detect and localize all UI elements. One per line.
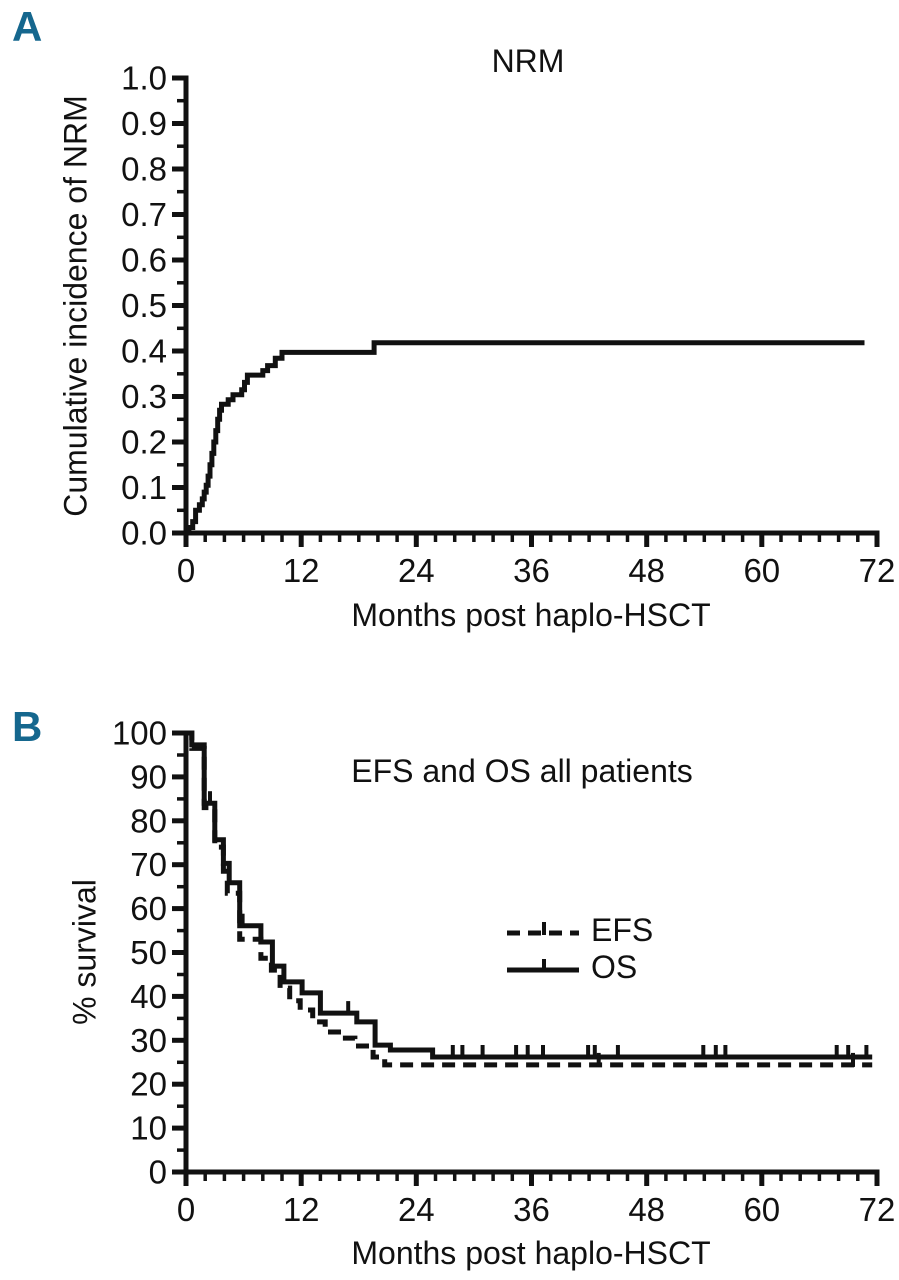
- panel-a-y-axis-label: Cumulative incidence of NRM: [57, 95, 94, 517]
- panel-b-title: EFS and OS all patients: [351, 753, 693, 789]
- y-tick-label: 0.2: [121, 424, 167, 461]
- y-tick-label: 50: [130, 934, 167, 971]
- x-tick-label: 36: [513, 1191, 550, 1228]
- y-tick-label: 0.1: [121, 469, 167, 506]
- y-tick-label: 70: [130, 846, 167, 883]
- y-tick-label: 0.6: [121, 242, 167, 279]
- y-tick-label: 60: [130, 890, 167, 927]
- legend-label-efs: EFS: [591, 912, 654, 948]
- y-tick-label: 20: [130, 1066, 167, 1103]
- panel-a-label: A: [12, 3, 43, 50]
- y-tick-label: 0.4: [121, 333, 167, 370]
- x-tick-label: 24: [398, 1191, 435, 1228]
- panel-b-label: B: [12, 703, 43, 750]
- x-tick-label: 48: [628, 1191, 665, 1228]
- y-tick-label: 1.0: [121, 60, 167, 97]
- nrm-curve: [186, 340, 865, 536]
- panel-a-x-axis-label: Months post haplo-HSCT: [351, 597, 711, 633]
- x-tick-label: 60: [743, 552, 780, 589]
- y-tick-label: 30: [130, 1022, 167, 1059]
- x-tick-label: 0: [177, 1191, 195, 1228]
- panel-a-plot: 0 12 24 36 48 60 72 0.0 0.1 0.2 0.3 0.4 0.5 0.6 0.7 0.8…: [121, 60, 895, 590]
- y-tick-label: 40: [130, 978, 167, 1015]
- y-tick-label: 0.7: [121, 196, 167, 233]
- x-tick-label: 12: [283, 1191, 320, 1228]
- panel-b-x-axis-label: Months post haplo-HSCT: [351, 1235, 711, 1271]
- y-tick-label: 100: [112, 715, 167, 752]
- os-solid-line-icon: [507, 959, 579, 973]
- x-tick-label: 72: [859, 1191, 896, 1228]
- x-tick-label: 0: [177, 552, 195, 589]
- y-tick-label: 90: [130, 758, 167, 795]
- legend-label-os: OS: [591, 949, 638, 985]
- efs-dashed-line-icon: [507, 922, 579, 936]
- y-tick-label: 0: [149, 1154, 167, 1191]
- y-tick-label: 0.5: [121, 287, 167, 324]
- x-tick-label: 48: [628, 552, 665, 589]
- legend-item-efs: EFS: [504, 914, 653, 946]
- y-tick-label: 0.9: [121, 105, 167, 142]
- y-tick-label: 10: [130, 1110, 167, 1147]
- y-tick-label: 0.8: [121, 151, 167, 188]
- x-tick-label: 12: [283, 552, 320, 589]
- panel-a-title: NRM: [491, 43, 565, 79]
- x-tick-label: 36: [513, 552, 550, 589]
- legend-item-os: OS: [504, 951, 653, 983]
- x-tick-label: 60: [743, 1191, 780, 1228]
- os-curve: [186, 730, 873, 1060]
- panel-b-plot: 0 12 24 36 48 60 72 0 10 20 30 40 50 60 70 80 90 100: [112, 715, 895, 1229]
- y-tick-label: 0.0: [121, 515, 167, 552]
- legend: EFS OS: [504, 914, 653, 983]
- x-tick-label: 72: [859, 552, 896, 589]
- panel-b-y-axis-label: % survival: [66, 879, 103, 1025]
- y-tick-label: 0.3: [121, 378, 167, 415]
- x-tick-label: 24: [398, 552, 435, 589]
- y-tick-label: 80: [130, 802, 167, 839]
